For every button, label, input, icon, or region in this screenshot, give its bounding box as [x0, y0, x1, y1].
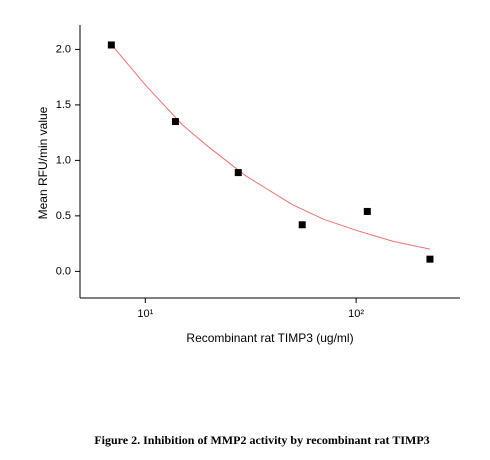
x-tick-label: 10¹	[137, 308, 153, 320]
data-point	[363, 207, 371, 215]
fit-curve	[112, 45, 431, 250]
y-axis-label: Mean RFU/min value	[36, 106, 50, 219]
y-tick-label: 0.5	[56, 210, 71, 222]
data-point	[171, 118, 179, 126]
data-point	[298, 221, 306, 229]
x-axis-label: Recombinant rat TIMP3 (ug/ml)	[186, 331, 353, 345]
data-point	[234, 169, 242, 177]
figure-caption: Figure 2. Inhibition of MMP2 activity by…	[94, 433, 429, 447]
data-point	[426, 255, 434, 263]
x-tick-label: 10²	[348, 308, 364, 320]
y-tick-label: 2.0	[56, 43, 71, 55]
y-tick-label: 0.0	[56, 265, 71, 277]
y-tick-label: 1.0	[56, 154, 71, 166]
data-point	[107, 41, 115, 49]
y-tick-label: 1.5	[56, 99, 71, 111]
